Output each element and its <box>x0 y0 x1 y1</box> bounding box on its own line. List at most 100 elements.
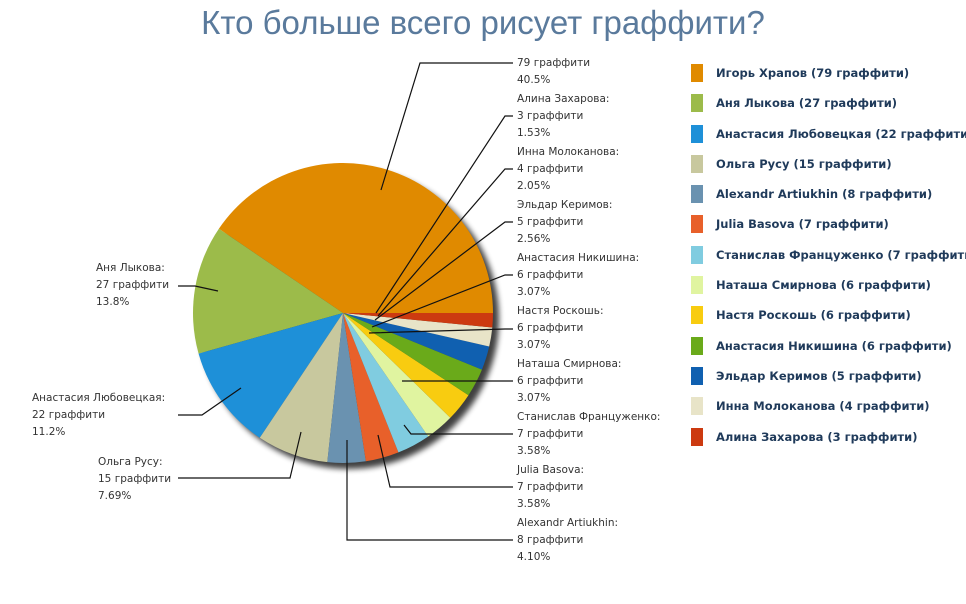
label-percent: 2.05% <box>517 180 551 192</box>
legend-swatch <box>691 397 703 416</box>
legend-item: Julia Basova (7 граффити) <box>691 215 966 245</box>
label-name: Alexandr Artiukhin: <box>517 517 619 529</box>
label-value: 6 граффити <box>517 375 584 387</box>
legend-item: Анастасия Любовецкая (22 граффити) <box>691 124 966 155</box>
pie-slice-3 <box>259 313 343 463</box>
leader-line-2 <box>178 387 242 416</box>
chart-title: Кто больше всего рисует граффити? <box>201 4 765 41</box>
label-name: Инна Молоканова: <box>517 146 620 158</box>
pie-slice-11 <box>343 313 493 347</box>
legend-swatch <box>691 185 703 204</box>
legend-label: Анастасия Любовецкая (22 граффити) <box>716 126 966 141</box>
label-value: 4 граффити <box>517 163 584 175</box>
legend-label: Станислав Француженко (7 граффити) <box>716 247 966 262</box>
label-percent: 4.10% <box>517 551 551 563</box>
legend-item: Станислав Француженко (7 граффити) <box>691 245 966 276</box>
data-label: Ольга Русу: 15 граффити 7.69% <box>98 454 171 505</box>
label-name: Анастасия Любовецкая: <box>32 392 166 404</box>
legend-item: Аня Лыкова (27 граффити) <box>691 94 966 124</box>
legend-swatch <box>691 276 703 295</box>
legend-swatch <box>691 427 703 446</box>
legend-swatch <box>691 245 703 264</box>
label-name: Эльдар Керимов: <box>517 199 613 211</box>
label-value: 3 граффити <box>517 110 584 122</box>
data-label: Наташа Смирнова: 6 граффити 3.07% <box>517 356 621 407</box>
leader-line-10 <box>374 221 513 321</box>
pie-slice-6 <box>343 313 429 453</box>
data-label: Настя Роскошь: 6 граффити 3.07% <box>517 303 604 354</box>
label-percent: 11.2% <box>32 426 66 438</box>
legend-swatch <box>691 154 703 173</box>
label-percent: 3.07% <box>517 339 551 351</box>
legend-item: Анастасия Никишина (6 граффити) <box>691 336 966 367</box>
leader-line-8 <box>368 328 513 334</box>
label-name: Наташа Смирнова: <box>517 358 622 370</box>
data-label: Анастасия Никишина: 6 граффити 3.07% <box>517 250 639 301</box>
legend-item: Ольга Русу (15 граффити) <box>691 154 966 185</box>
leader-line-9 <box>371 274 513 328</box>
legend-label: Алина Захарова (3 граффити) <box>716 429 918 444</box>
label-name: Ольга Русу: <box>98 456 163 468</box>
legend-label: Ольга Русу (15 граффити) <box>716 156 892 171</box>
legend-item: Alexandr Artiukhin (8 граффити) <box>691 185 966 215</box>
leader-line-6 <box>403 424 513 435</box>
label-name: Настя Роскошь: <box>517 305 604 317</box>
pie-slice-7 <box>343 313 451 437</box>
label-value: 7 граффити <box>517 428 584 440</box>
legend-item: Наташа Смирнова (6 граффити) <box>691 276 966 306</box>
legend-swatch <box>691 306 703 325</box>
leader-line-0 <box>380 62 513 191</box>
label-name: Аня Лыкова: <box>96 262 165 274</box>
data-label: Станислав Француженко: 7 граффити 3.58% <box>517 409 660 460</box>
legend-label: Эльдар Керимов (5 граффити) <box>716 368 922 383</box>
data-label: Анастасия Любовецкая: 22 граффити 11.2% <box>32 390 165 441</box>
data-label: Алина Захарова: 3 граффити 1.53% <box>517 91 609 142</box>
legend-swatch <box>691 64 703 82</box>
pie-slice-2 <box>198 313 343 438</box>
label-value: 7 граффити <box>517 481 584 493</box>
label-percent: 40.5% <box>517 74 551 86</box>
label-percent: 7.69% <box>98 490 132 502</box>
leader-line-11 <box>377 168 513 317</box>
label-percent: 2.56% <box>517 233 551 245</box>
label-name: Алина Захарова: <box>517 93 610 105</box>
legend-label: Инна Молоканова (4 граффити) <box>716 399 930 414</box>
legend-item: Настя Роскошь (6 граффити) <box>691 306 966 336</box>
label-value: 6 граффити <box>517 322 584 334</box>
data-label: Инна Молоканова: 4 граффити 2.05% <box>517 144 619 195</box>
data-label: 79 граффити 40.5% <box>517 55 590 89</box>
legend-label: Julia Basova (7 граффити) <box>716 217 889 232</box>
legend-label: Игорь Храпов (79 граффити) <box>716 66 910 80</box>
label-percent: 1.53% <box>517 127 551 139</box>
legend-item: Инна Молоканова (4 граффити) <box>691 397 966 427</box>
label-percent: 3.58% <box>517 498 551 510</box>
pie-slice-8 <box>343 313 469 418</box>
data-label: Аня Лыкова: 27 граффити 13.8% <box>96 260 169 311</box>
label-percent: 3.58% <box>517 445 551 457</box>
legend-swatch <box>691 215 703 234</box>
label-value: 15 граффити <box>98 473 172 485</box>
legend-label: Анастасия Никишина (6 граффити) <box>716 338 952 353</box>
legend-item: Алина Захарова (3 граффити) <box>691 427 966 458</box>
legend-swatch <box>691 94 703 113</box>
data-label: Alexandr Artiukhin: 8 граффити 4.10% <box>517 515 618 566</box>
label-value: 27 граффити <box>96 279 170 291</box>
pie-slice-9 <box>343 313 482 396</box>
label-value: 22 граффити <box>32 409 106 421</box>
label-value: 8 граффити <box>517 534 584 546</box>
pie-slice-4 <box>327 313 366 464</box>
legend-swatch <box>691 124 703 143</box>
data-label: Julia Basova: 7 граффити 3.58% <box>517 462 584 513</box>
label-name: Анастасия Никишина: <box>517 252 640 264</box>
label-percent: 3.07% <box>517 392 551 404</box>
leader-line-12 <box>375 115 513 314</box>
legend-swatch <box>691 336 703 355</box>
data-label: Эльдар Керимов: 5 граффити 2.56% <box>517 197 612 248</box>
leader-line-3 <box>178 431 302 479</box>
leader-line-5 <box>377 434 513 488</box>
legend-item: Эльдар Керимов (5 граффити) <box>691 366 966 397</box>
label-value: 79 граффити <box>517 57 591 69</box>
legend: Игорь Храпов (79 граффити) Аня Лыкова (27… <box>691 64 966 458</box>
legend-label: Alexandr Artiukhin (8 граффити) <box>716 187 933 202</box>
leader-line-4 <box>346 440 513 541</box>
